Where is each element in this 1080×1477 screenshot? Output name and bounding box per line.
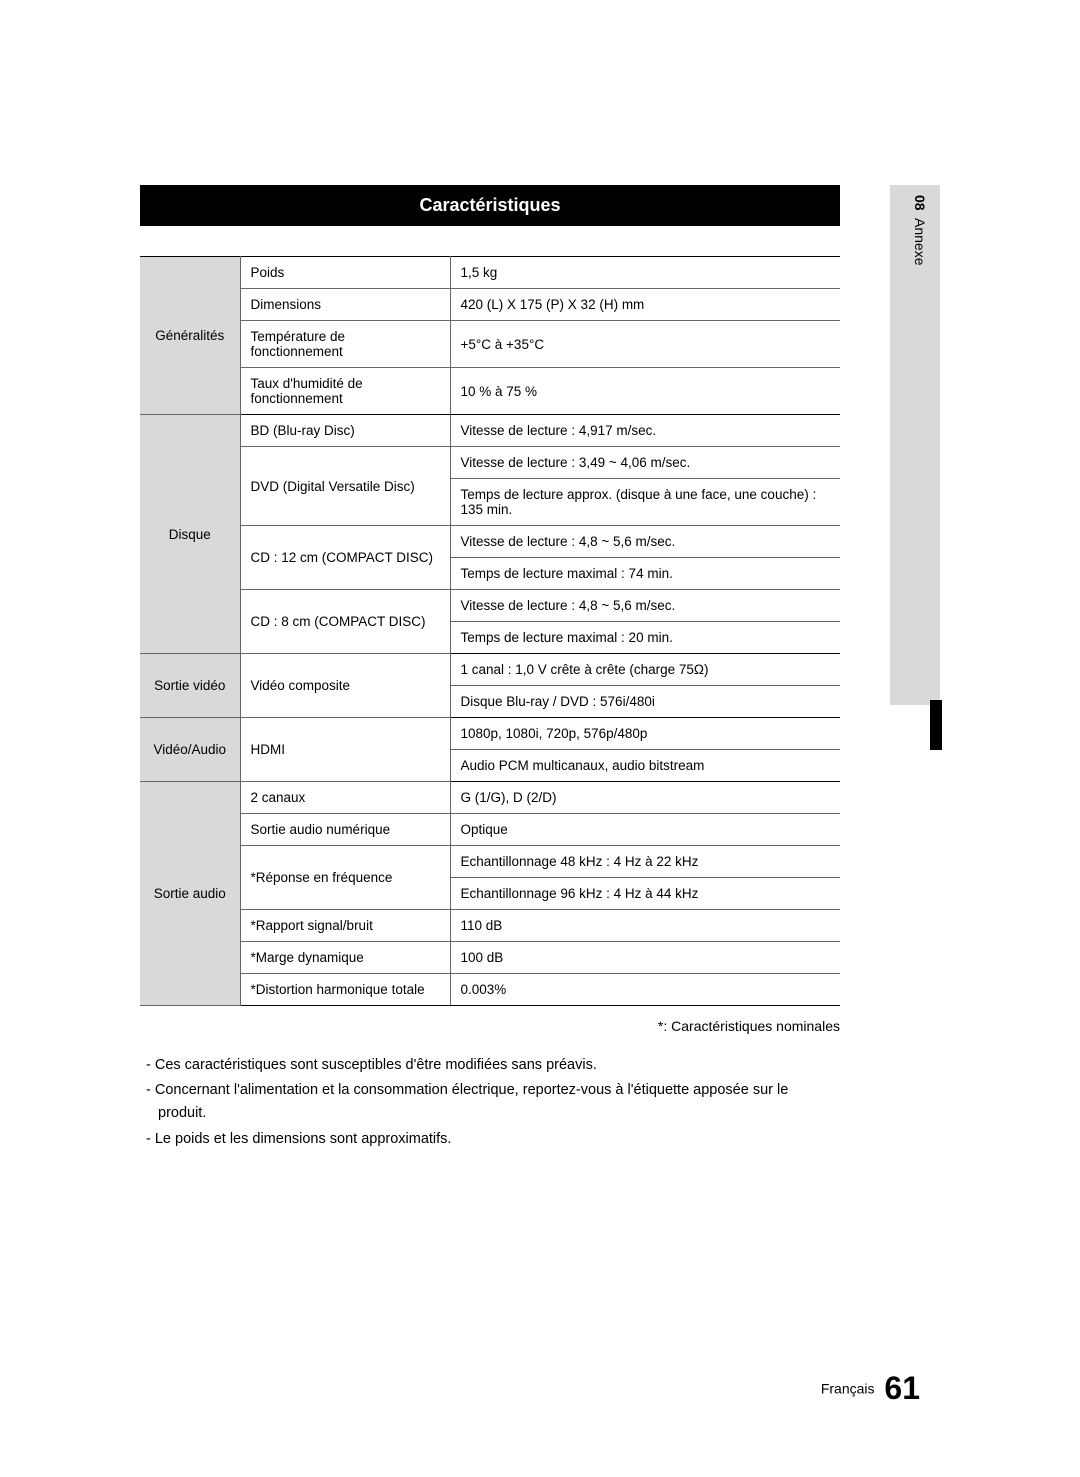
spec-value: Temps de lecture maximal : 74 min. — [450, 558, 840, 590]
spec-value: Optique — [450, 814, 840, 846]
spec-value: Vitesse de lecture : 4,8 ~ 5,6 m/sec. — [450, 590, 840, 622]
spec-value: Echantillonnage 48 kHz : 4 Hz à 22 kHz — [450, 846, 840, 878]
spec-label: Taux d'humidité de fonctionnement — [240, 368, 450, 415]
spec-value: 100 dB — [450, 942, 840, 974]
spec-label: 2 canaux — [240, 782, 450, 814]
footer-page-number: 61 — [884, 1370, 920, 1406]
side-tab-marker — [930, 700, 942, 750]
spec-label: Température de fonctionnement — [240, 321, 450, 368]
spec-label: Vidéo composite — [240, 654, 450, 718]
spec-label: Dimensions — [240, 289, 450, 321]
notes-block: - Ces caractéristiques sont susceptibles… — [140, 1054, 840, 1151]
spec-value: 1,5 kg — [450, 257, 840, 289]
spec-value: 0.003% — [450, 974, 840, 1006]
spec-value: 1 canal : 1,0 V crête à crête (charge 75… — [450, 654, 840, 686]
spec-value: Temps de lecture maximal : 20 min. — [450, 622, 840, 654]
spec-label: *Marge dynamique — [240, 942, 450, 974]
spec-label: *Distortion harmonique totale — [240, 974, 450, 1006]
spec-value: Vitesse de lecture : 3,49 ~ 4,06 m/sec. — [450, 447, 840, 479]
spec-label: DVD (Digital Versatile Disc) — [240, 447, 450, 526]
spec-label: HDMI — [240, 718, 450, 782]
spec-table: GénéralitésPoids1,5 kgDimensions420 (L) … — [140, 256, 840, 1006]
category-cell: Sortie audio — [140, 782, 240, 1006]
spec-value: 110 dB — [450, 910, 840, 942]
spec-label: CD : 8 cm (COMPACT DISC) — [240, 590, 450, 654]
note-line: - Concernant l'alimentation et la consom… — [140, 1079, 840, 1125]
spec-value: 10 % à 75 % — [450, 368, 840, 415]
footer-language: Français — [821, 1381, 875, 1397]
spec-label: *Réponse en fréquence — [240, 846, 450, 910]
spec-label: BD (Blu-ray Disc) — [240, 415, 450, 447]
spec-value: Echantillonnage 96 kHz : 4 Hz à 44 kHz — [450, 878, 840, 910]
spec-value: Audio PCM multicanaux, audio bitstream — [450, 750, 840, 782]
note-line: - Le poids et les dimensions sont approx… — [140, 1128, 840, 1151]
spec-value: 420 (L) X 175 (P) X 32 (H) mm — [450, 289, 840, 321]
spec-value: Vitesse de lecture : 4,8 ~ 5,6 m/sec. — [450, 526, 840, 558]
spec-value: Temps de lecture approx. (disque à une f… — [450, 479, 840, 526]
footnote-nominal: *: Caractéristiques nominales — [140, 1018, 840, 1034]
spec-value: G (1/G), D (2/D) — [450, 782, 840, 814]
category-cell: Généralités — [140, 257, 240, 415]
side-chapter-title: Annexe — [912, 218, 928, 265]
spec-label: Sortie audio numérique — [240, 814, 450, 846]
category-cell: Vidéo/Audio — [140, 718, 240, 782]
side-chapter-number: 08 — [912, 195, 928, 211]
spec-label: *Rapport signal/bruit — [240, 910, 450, 942]
spec-value: Vitesse de lecture : 4,917 m/sec. — [450, 415, 840, 447]
spec-label: CD : 12 cm (COMPACT DISC) — [240, 526, 450, 590]
spec-value: +5°C à +35°C — [450, 321, 840, 368]
category-cell: Disque — [140, 415, 240, 654]
spec-value: Disque Blu-ray / DVD : 576i/480i — [450, 686, 840, 718]
spec-value: 1080p, 1080i, 720p, 576p/480p — [450, 718, 840, 750]
side-label: 08 Annexe — [912, 195, 928, 266]
section-title: Caractéristiques — [140, 185, 840, 226]
spec-label: Poids — [240, 257, 450, 289]
note-line: - Ces caractéristiques sont susceptibles… — [140, 1054, 840, 1077]
page-footer: Français 61 — [821, 1370, 920, 1407]
category-cell: Sortie vidéo — [140, 654, 240, 718]
